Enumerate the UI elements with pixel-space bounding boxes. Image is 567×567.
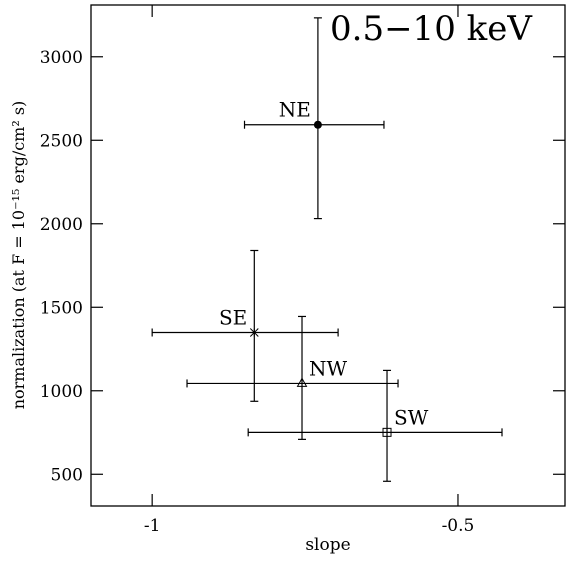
point-label: NW [309,356,348,380]
point [296,377,308,387]
point-label: SE [219,305,247,329]
chart-title: 0.5−10 keV [330,9,533,49]
x-tick-label: -0.5 [442,516,475,536]
y-tick-label: 3000 [40,48,83,68]
point [382,427,392,437]
y-tick-label: 2500 [40,131,83,151]
point-label: NE [279,98,311,122]
point [313,120,322,129]
y-tick-label: 1000 [40,382,83,402]
y-axis-label: normalization (at F = 10⁻¹⁵ erg/cm² s) [9,101,28,410]
y-tick-label: 1500 [40,298,83,318]
y-tick-label: 500 [51,465,83,485]
point [249,328,259,337]
x-tick-label: -1 [144,516,161,536]
plot-frame [90,4,566,507]
x-axis-label: slope [305,535,350,555]
point-label: SW [394,405,429,429]
y-tick-label: 2000 [40,215,83,235]
